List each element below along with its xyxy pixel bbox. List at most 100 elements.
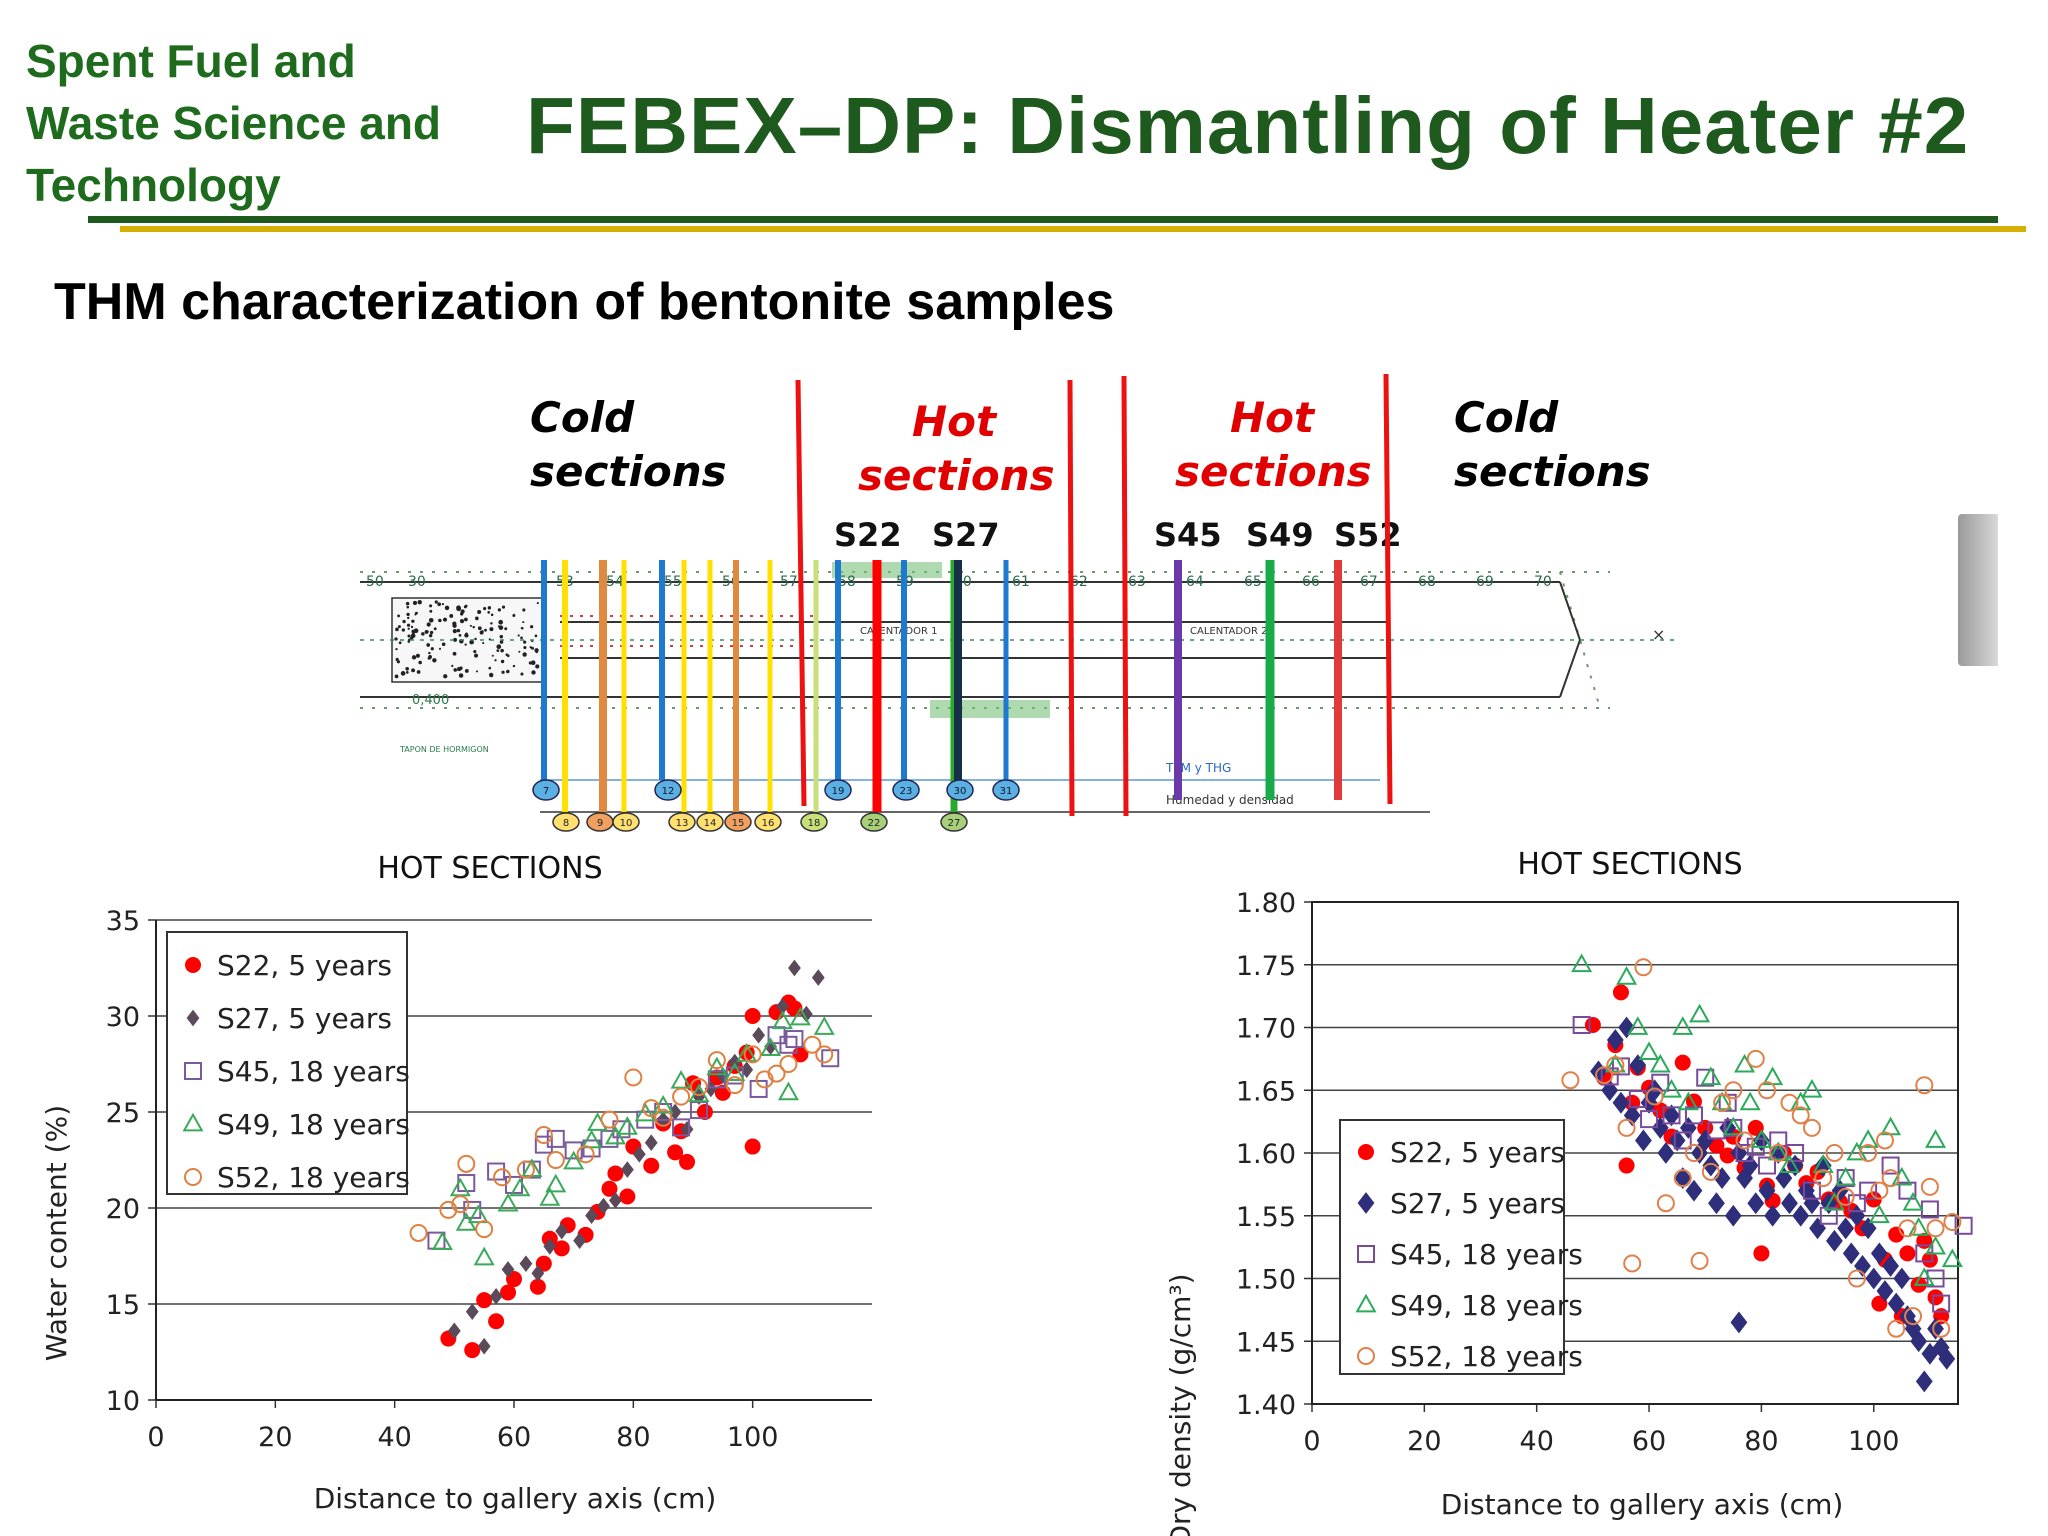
data-point: [785, 1030, 804, 1049]
speckle-dot: [438, 618, 442, 623]
data-point: [1638, 1041, 1660, 1060]
data-point: [619, 1188, 636, 1205]
data-point: [679, 1153, 696, 1170]
speckle-dot: [452, 623, 457, 628]
legend-box: [1339, 1119, 1565, 1375]
legend-box: [166, 931, 408, 1195]
data-point: [704, 1080, 718, 1098]
speckle-dot: [523, 640, 527, 644]
data-point: [531, 1264, 545, 1282]
legend-entry: S22, 5 years: [1358, 1136, 1565, 1169]
gallery-number: 67: [1360, 574, 1378, 590]
chart-title: HOT SECTIONS: [377, 851, 602, 886]
speckle-dot: [395, 627, 399, 632]
data-point: [788, 959, 801, 977]
speckle-dot: [530, 660, 536, 666]
data-point: [1634, 958, 1653, 977]
data-point: [813, 1016, 835, 1035]
data-point: [1925, 1129, 1947, 1148]
speckle-dot: [534, 648, 539, 653]
data-point: [1730, 1311, 1748, 1334]
data-point: [1604, 1053, 1626, 1073]
title-rule-gold: [120, 226, 2026, 232]
data-point: [1645, 1087, 1664, 1106]
series-points: [1571, 953, 1963, 1286]
data-point: [707, 1070, 726, 1089]
speckle-dot: [453, 637, 458, 642]
speckle-dot: [395, 647, 398, 651]
data-point: [1926, 1269, 1945, 1288]
data-point: [644, 1134, 658, 1152]
data-point: [1701, 1162, 1720, 1181]
data-point: [1915, 1076, 1934, 1095]
speckle-dot: [437, 602, 442, 607]
y-tick-label: 1.65: [1236, 1076, 1296, 1107]
speckle-dot: [458, 634, 462, 637]
data-point: [744, 1008, 761, 1024]
section-label-s22: S22: [834, 516, 902, 554]
data-point: [1673, 1169, 1692, 1188]
data-point: [1825, 1144, 1844, 1162]
speckle-dot: [520, 636, 523, 640]
x-tick-label: 100: [727, 1422, 779, 1453]
data-point: [545, 1173, 567, 1193]
data-point: [1781, 1192, 1798, 1215]
hot-cold-dividers: [795, 373, 1393, 817]
data-point: [689, 1078, 708, 1097]
hot-cold-divider: [1383, 373, 1393, 805]
data-point: [497, 1192, 519, 1212]
data-point: [1769, 1131, 1788, 1150]
region-label-line1: Hot: [912, 397, 998, 446]
data-point: [672, 1118, 691, 1137]
speckle-dot: [397, 625, 401, 629]
legend-entry: S52, 18 years: [1357, 1340, 1583, 1373]
sample-circle-label: 19: [832, 786, 845, 797]
data-point: [563, 1150, 585, 1170]
hot-cold-divider: [1067, 379, 1075, 817]
speckle-dot: [444, 605, 450, 611]
gallery-number: 57: [780, 574, 798, 590]
speckle-dot: [534, 634, 538, 638]
speckle-dot: [407, 627, 410, 630]
data-point: [1618, 1016, 1635, 1039]
data-point: [1711, 1091, 1733, 1111]
speckle-dot: [441, 603, 445, 606]
section-lines: [541, 560, 1342, 812]
gallery-number: 58: [838, 574, 856, 590]
legend-entry: S45, 18 years: [1357, 1238, 1583, 1271]
region-label-line1: Hot: [1230, 393, 1316, 442]
speckle-dot: [456, 605, 461, 611]
speckle-dot: [506, 669, 510, 674]
data-point: [1661, 1079, 1683, 1098]
speckle-dot: [523, 645, 527, 650]
data-point: [457, 1154, 476, 1173]
speckle-dot: [396, 660, 400, 664]
speckle-dot: [428, 617, 434, 623]
speckle-dot: [518, 650, 521, 653]
gallery-number: 61: [1012, 574, 1030, 590]
sample-circle-lower: 23: [892, 779, 920, 801]
data-point: [184, 1062, 202, 1080]
speckle-dot: [464, 633, 469, 638]
data-point: [519, 1255, 533, 1272]
speckle-dot: [469, 624, 472, 627]
gallery-number: 69: [1476, 574, 1494, 590]
data-point: [779, 1055, 798, 1073]
data-point: [1617, 1118, 1636, 1137]
data-point: [1790, 1091, 1812, 1111]
data-point: [1837, 1217, 1855, 1240]
data-point: [607, 1165, 624, 1182]
speckle-dot: [536, 602, 539, 605]
speckle-dot: [496, 649, 500, 652]
speckle-dot: [456, 628, 461, 633]
legend-label: S27, 5 years: [1390, 1187, 1565, 1220]
sample-circle-label: 31: [1000, 786, 1013, 797]
sample-circle-upper: 9: [586, 812, 614, 832]
data-point: [1865, 1267, 1883, 1290]
speckle-dot: [401, 628, 405, 632]
data-point: [1649, 1053, 1671, 1073]
sample-circle-label: 8: [563, 818, 569, 829]
speckle-dot: [406, 623, 411, 627]
data-point: [738, 1044, 755, 1061]
data-point: [1868, 1204, 1890, 1224]
